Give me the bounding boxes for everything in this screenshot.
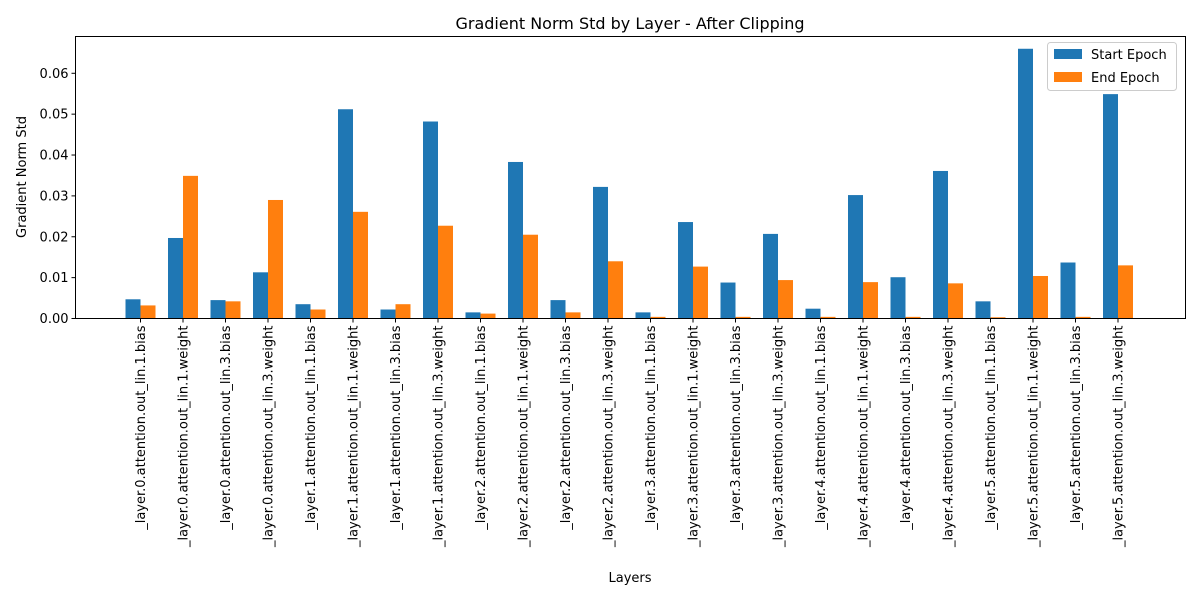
bars-group bbox=[125, 48, 1133, 319]
bar-start-epoch bbox=[295, 304, 311, 319]
bar-end-epoch bbox=[990, 317, 1006, 319]
x-tick-label: _layer.2.attention.out_lin.1.bias bbox=[474, 325, 489, 531]
bar-end-epoch bbox=[1033, 275, 1048, 319]
bar-end-epoch bbox=[480, 313, 496, 319]
bar-start-epoch bbox=[678, 222, 693, 319]
bar-start-epoch bbox=[635, 312, 651, 319]
bar-start-epoch bbox=[805, 308, 821, 319]
y-axis-label: Gradient Norm Std bbox=[15, 116, 30, 238]
bar-start-epoch bbox=[338, 109, 353, 319]
bar-start-epoch bbox=[1060, 262, 1076, 319]
legend: Start Epoch End Epoch bbox=[1047, 42, 1177, 91]
x-tick-label: _layer.4.attention.out_lin.1.weight bbox=[857, 326, 872, 549]
y-tick-label: 0.05 bbox=[40, 108, 69, 123]
legend-label-end-epoch: End Epoch bbox=[1091, 71, 1160, 86]
x-tick-label: _layer.5.attention.out_lin.1.bias bbox=[984, 325, 999, 531]
x-tick-label: _layer.3.attention.out_lin.3.bias bbox=[729, 325, 744, 531]
bar-end-epoch bbox=[310, 309, 326, 319]
x-tick-label: _layer.2.attention.out_lin.3.weight bbox=[602, 326, 617, 549]
bar-end-epoch bbox=[778, 280, 793, 319]
bar-start-epoch bbox=[1103, 94, 1118, 319]
bar-end-epoch bbox=[140, 305, 156, 319]
y-tick-label: 0.00 bbox=[40, 312, 69, 327]
x-tick-label: _layer.3.attention.out_lin.1.bias bbox=[644, 325, 659, 531]
x-tick-label: _layer.3.attention.out_lin.3.weight bbox=[772, 326, 787, 549]
x-tick-label: _layer.5.attention.out_lin.1.weight bbox=[1027, 326, 1042, 549]
bar-start-epoch bbox=[933, 170, 948, 319]
bar-end-epoch bbox=[565, 312, 581, 319]
x-tick-label: _layer.0.attention.out_lin.1.bias bbox=[134, 325, 149, 531]
x-tick-label: _layer.2.attention.out_lin.1.weight bbox=[517, 326, 532, 549]
bar-start-epoch bbox=[210, 300, 226, 319]
x-tick-label: _layer.5.attention.out_lin.3.weight bbox=[1112, 326, 1127, 549]
x-tick-label: _layer.1.attention.out_lin.1.bias bbox=[304, 325, 319, 531]
bar-end-epoch bbox=[608, 261, 623, 319]
bar-start-epoch bbox=[1018, 48, 1033, 319]
bar-start-epoch bbox=[720, 282, 736, 319]
bar-end-epoch bbox=[650, 316, 666, 319]
x-tick-label: _layer.3.attention.out_lin.1.weight bbox=[687, 326, 702, 549]
bar-start-epoch bbox=[593, 186, 608, 319]
y-tick-label: 0.06 bbox=[40, 67, 69, 82]
bar-end-epoch bbox=[395, 304, 411, 319]
x-tick-label: _layer.0.attention.out_lin.3.weight bbox=[262, 326, 277, 549]
x-axis: _layer.0.attention.out_lin.1.bias _layer.… bbox=[134, 318, 1127, 549]
legend-label-start-epoch: Start Epoch bbox=[1091, 48, 1167, 63]
y-tick-label: 0.02 bbox=[40, 230, 69, 245]
bar-start-epoch bbox=[763, 233, 778, 319]
bar-end-epoch bbox=[268, 199, 283, 319]
x-tick-label: _layer.4.attention.out_lin.1.bias bbox=[814, 325, 829, 531]
x-tick-label: _layer.1.attention.out_lin.3.bias bbox=[389, 325, 404, 531]
x-tick-label: _layer.5.attention.out_lin.3.bias bbox=[1069, 325, 1084, 531]
bar-end-epoch bbox=[863, 282, 878, 319]
bar-start-epoch bbox=[975, 301, 991, 319]
bar-end-epoch bbox=[523, 234, 538, 319]
bar-end-epoch bbox=[693, 266, 708, 319]
x-tick-label: _layer.1.attention.out_lin.1.weight bbox=[347, 326, 362, 549]
bar-end-epoch bbox=[905, 316, 921, 319]
bar-start-epoch bbox=[508, 161, 523, 319]
bar-start-epoch bbox=[465, 312, 481, 319]
bar-end-epoch bbox=[948, 283, 963, 319]
bar-end-epoch bbox=[438, 225, 453, 319]
y-tick-label: 0.03 bbox=[40, 189, 69, 204]
y-tick-label: 0.04 bbox=[40, 149, 69, 164]
bar-end-epoch bbox=[225, 301, 241, 319]
legend-swatch-start-epoch bbox=[1054, 49, 1082, 59]
bar-end-epoch bbox=[1118, 265, 1133, 319]
legend-swatch-end-epoch bbox=[1054, 72, 1082, 82]
x-tick-label: _layer.2.attention.out_lin.3.bias bbox=[559, 325, 574, 531]
x-tick-label: _layer.0.attention.out_lin.1.weight bbox=[177, 326, 192, 549]
bar-start-epoch bbox=[848, 195, 863, 319]
y-tick-label: 0.01 bbox=[40, 271, 69, 286]
chart-title: Gradient Norm Std by Layer - After Clipp… bbox=[455, 14, 804, 33]
bar-start-epoch bbox=[423, 121, 438, 319]
bar-end-epoch bbox=[820, 316, 836, 319]
bar-start-epoch bbox=[253, 272, 268, 319]
bar-start-epoch bbox=[380, 309, 396, 319]
bar-start-epoch bbox=[890, 277, 906, 319]
x-axis-label: Layers bbox=[608, 571, 651, 586]
x-tick-label: _layer.1.attention.out_lin.3.weight bbox=[432, 326, 447, 549]
x-tick-label: _layer.4.attention.out_lin.3.bias bbox=[899, 325, 914, 531]
x-tick-label: _layer.4.attention.out_lin.3.weight bbox=[942, 326, 957, 549]
bar-end-epoch bbox=[1075, 316, 1091, 319]
bar-end-epoch bbox=[353, 211, 368, 319]
bar-end-epoch bbox=[735, 316, 751, 319]
bar-end-epoch bbox=[183, 175, 198, 319]
plot-frame bbox=[75, 36, 1186, 319]
bar-start-epoch bbox=[125, 299, 141, 319]
x-tick-label: _layer.0.attention.out_lin.3.bias bbox=[219, 325, 234, 531]
y-axis: 0.00 0.01 0.02 0.03 0.04 0.05 0.06 bbox=[40, 67, 76, 327]
bar-start-epoch bbox=[168, 237, 183, 319]
bar-start-epoch bbox=[550, 300, 566, 319]
